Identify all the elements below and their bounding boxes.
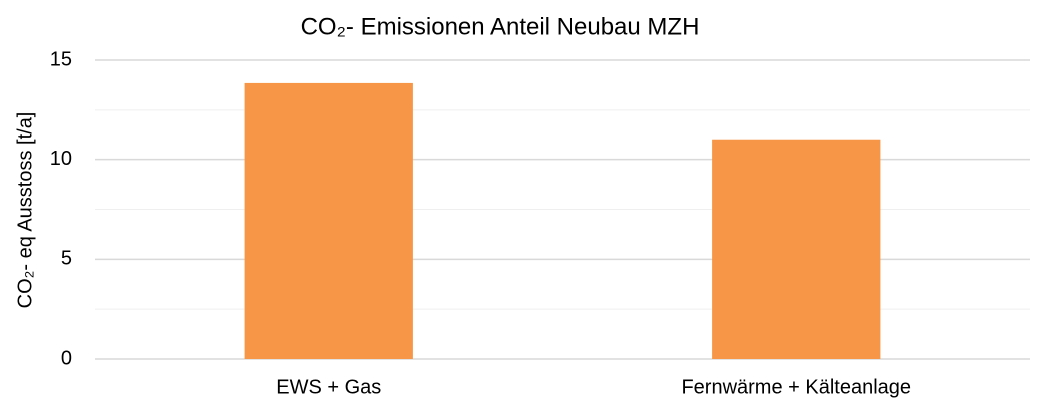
x-tick-label: EWS + Gas: [276, 376, 381, 398]
y-tick-label: 5: [61, 248, 72, 270]
bar: [244, 82, 413, 359]
bar: [712, 139, 881, 359]
y-tick-label: 10: [50, 148, 72, 170]
x-tick-label: Fernwärme + Kälteanlage: [681, 376, 911, 398]
y-axis-label: CO₂- eq Ausstoss [t/a]: [14, 112, 36, 309]
y-tick-label: 15: [50, 48, 72, 70]
chart-title: CO₂- Emissionen Anteil Neubau MZH: [301, 13, 700, 40]
y-tick-label: 0: [61, 347, 72, 369]
